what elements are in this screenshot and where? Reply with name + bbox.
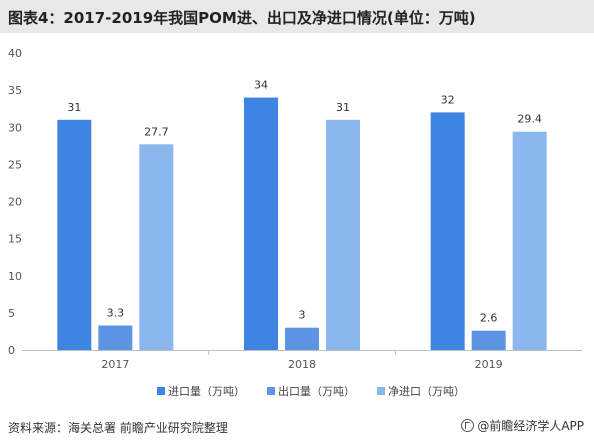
y-tick-label: 5 xyxy=(8,307,15,320)
data-label: 29.4 xyxy=(517,113,542,126)
x-tick-label: 2019 xyxy=(475,358,503,371)
legend-swatch xyxy=(157,387,165,395)
y-tick-label: 35 xyxy=(8,84,22,97)
brand-credit: @前瞻经济学人APP xyxy=(461,417,584,434)
y-tick-label: 0 xyxy=(8,344,15,357)
bar-2019-1 xyxy=(471,330,506,350)
x-tick-label: 2017 xyxy=(101,358,129,371)
brand-text: @前瞻经济学人APP xyxy=(477,419,584,433)
y-tick-label: 25 xyxy=(8,158,22,171)
bar-2018-0 xyxy=(244,97,278,350)
bar-2018-1 xyxy=(285,327,319,350)
chart-title: 图表4：2017-2019年我国POM进、出口及净进口情况(单位：万吨) xyxy=(8,9,476,27)
y-tick-label: 30 xyxy=(8,121,22,134)
data-label: 31 xyxy=(67,101,81,114)
bar-2017-1 xyxy=(98,325,133,350)
bar-2018-2 xyxy=(326,119,360,350)
x-tick-label: 2018 xyxy=(288,358,316,371)
bar-2019-2 xyxy=(512,131,547,350)
bar-2017-2 xyxy=(139,144,174,350)
data-label: 34 xyxy=(254,79,268,92)
legend-swatch xyxy=(377,387,385,395)
title-bar: 图表4：2017-2019年我国POM进、出口及净进口情况(单位：万吨) xyxy=(0,0,594,33)
bar-2019-0 xyxy=(430,112,465,351)
data-label: 31 xyxy=(336,101,350,114)
data-label: 27.7 xyxy=(144,125,169,138)
data-label: 2.6 xyxy=(480,312,498,325)
legend-entry: 出口量（万吨） xyxy=(278,384,355,398)
bar-2017-0 xyxy=(57,119,92,350)
y-tick-label: 10 xyxy=(8,270,22,283)
y-tick-label: 20 xyxy=(8,196,22,209)
data-label: 32 xyxy=(441,93,455,106)
y-tick-label: 40 xyxy=(8,47,22,60)
y-tick-label: 15 xyxy=(8,233,22,246)
legend-swatch xyxy=(267,387,275,395)
bar-chart: 0 5 10 15 20 25 30 35 40 31 3.3 27.7 2017 34 3 31 2018 32… xyxy=(8,47,582,398)
data-label: 3.3 xyxy=(107,306,125,319)
legend-entry: 进口量（万吨） xyxy=(168,385,245,398)
data-label: 3 xyxy=(299,309,306,322)
source-note: 资料来源：海关总署 前瞻产业研究院整理 xyxy=(8,421,228,435)
legend-entry: 净进口（万吨） xyxy=(388,384,465,398)
brand-logo-icon xyxy=(461,419,475,432)
